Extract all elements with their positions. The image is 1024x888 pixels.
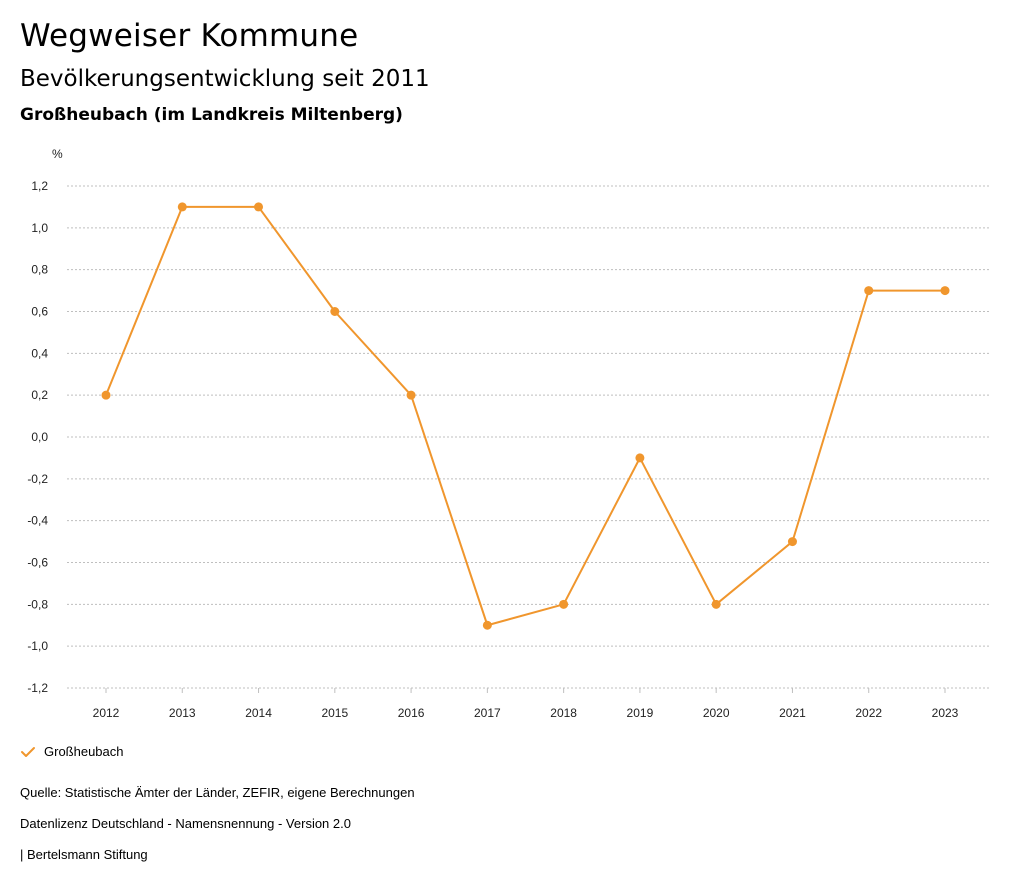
y-tick-label: 0,6: [31, 305, 48, 319]
data-point: [406, 390, 416, 400]
x-tick-label: 2012: [93, 706, 120, 720]
x-tick-label: 2014: [245, 706, 272, 720]
license-text: Datenlizenz Deutschland - Namensnennung …: [20, 816, 351, 831]
y-tick-label: -0,6: [27, 556, 48, 570]
x-tick-label: 2013: [169, 706, 196, 720]
y-tick-label: -0,8: [27, 597, 48, 611]
y-tick-label: -1,2: [27, 681, 48, 695]
x-tick-label: 2022: [855, 706, 882, 720]
data-point: [940, 286, 950, 296]
data-point: [482, 620, 492, 630]
y-tick-label: -0,4: [27, 514, 48, 528]
x-tick-label: 2017: [474, 706, 501, 720]
y-tick-label: -1,0: [27, 639, 48, 653]
y-tick-label: 0,2: [31, 388, 48, 402]
y-tick-label: 0,8: [31, 263, 48, 277]
data-point: [559, 599, 569, 609]
chart-subtitle: Bevölkerungsentwicklung seit 2011: [20, 66, 430, 92]
data-point: [330, 307, 340, 316]
data-point: [787, 537, 797, 547]
y-tick-label: 0,0: [31, 430, 48, 444]
legend-label: Großheubach: [44, 744, 124, 759]
x-tick-label: 2018: [550, 706, 577, 720]
region-label: Großheubach (im Landkreis Miltenberg): [20, 105, 403, 125]
check-icon: [21, 746, 35, 757]
y-tick-label: -0,2: [27, 472, 48, 486]
x-tick-label: 2019: [627, 706, 654, 720]
y-tick-label: 0,4: [31, 346, 48, 360]
y-tick-label: 1,0: [31, 221, 48, 235]
legend[interactable]: Großheubach: [20, 744, 124, 759]
source-text: Quelle: Statistische Ämter der Länder, Z…: [20, 785, 415, 800]
x-tick-label: 2016: [398, 706, 425, 720]
publisher-text: | Bertelsmann Stiftung: [20, 847, 148, 862]
data-point: [101, 390, 111, 400]
x-tick-label: 2015: [321, 706, 348, 720]
x-tick-label: 2021: [779, 706, 806, 720]
data-point: [635, 453, 645, 463]
line-chart: % 1,2 1,0 0,8 0,6 0,4 0,2 0,0 -0,2 -0,4 -0,6 -0,8 -1…: [27, 147, 990, 720]
x-tick-label: 2023: [932, 706, 959, 720]
x-tick-label: 2020: [703, 706, 730, 720]
chart-title: Wegweiser Kommune: [20, 18, 359, 54]
data-point: [177, 202, 187, 212]
y-axis-unit-label: %: [52, 147, 63, 161]
series-line: [105, 205, 945, 627]
data-point: [254, 202, 264, 212]
data-point: [711, 599, 721, 609]
data-point: [864, 286, 874, 296]
y-tick-label: 1,2: [31, 179, 48, 193]
